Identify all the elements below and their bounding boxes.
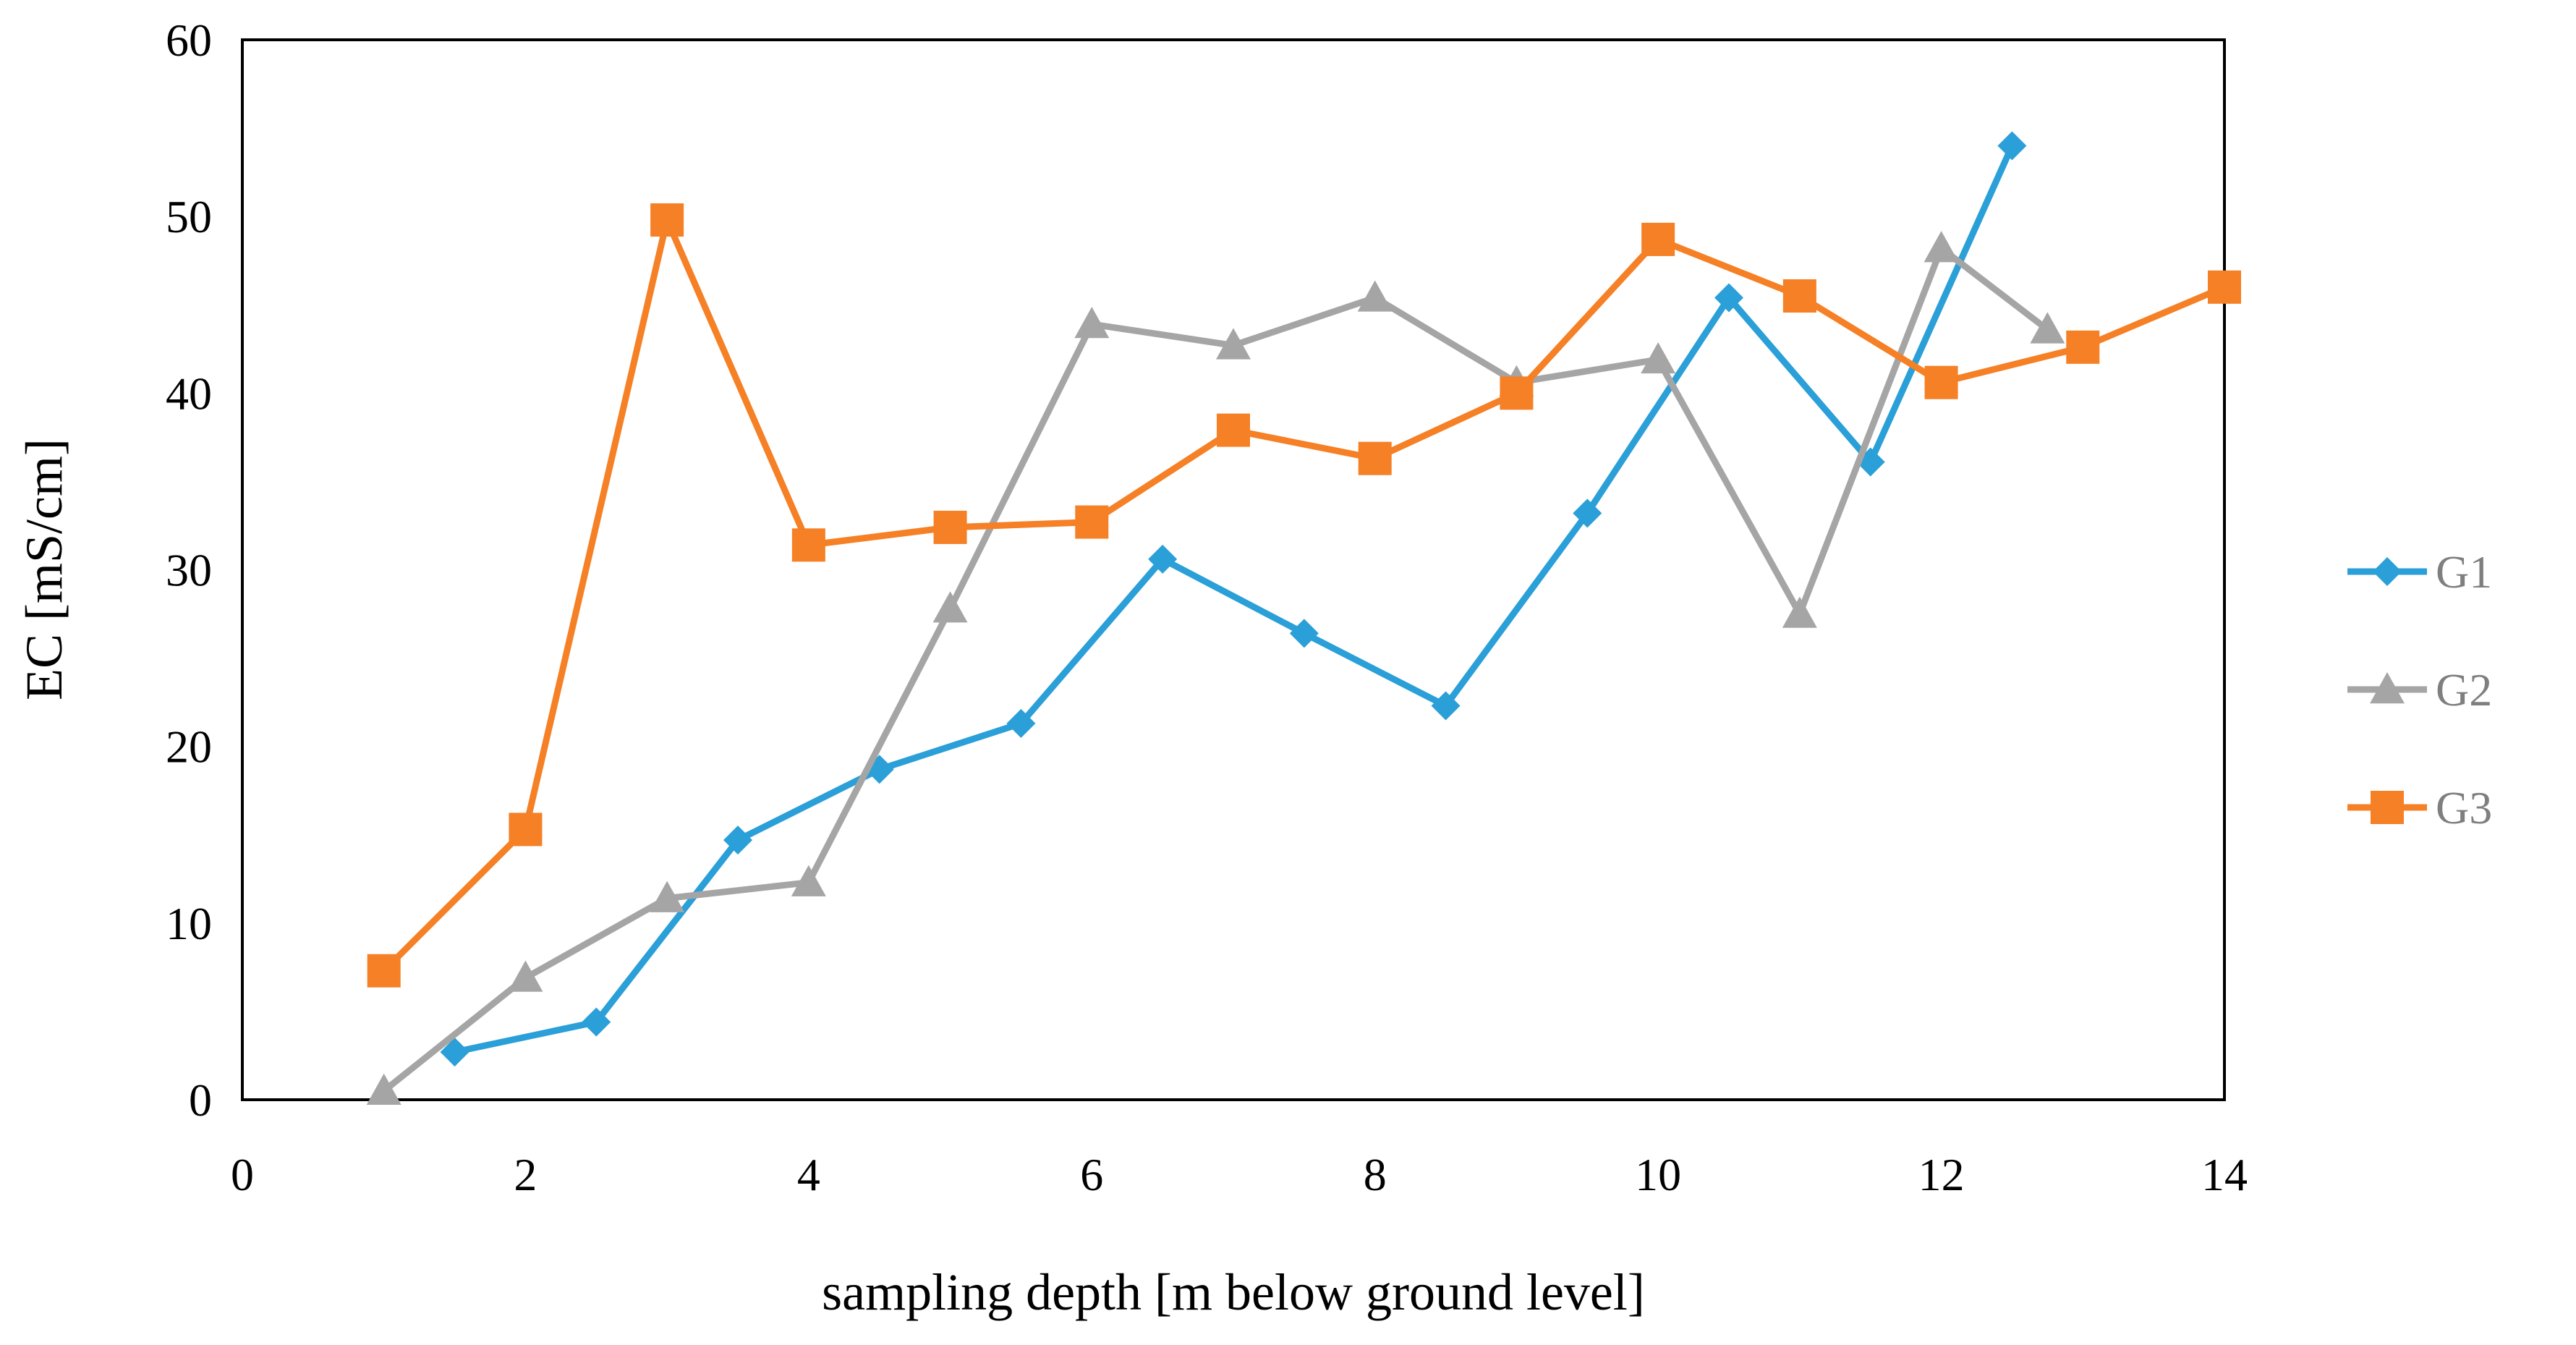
series-g1-line	[451, 143, 2015, 1056]
series-g1-point	[1573, 498, 1602, 528]
series-g1-point	[1289, 619, 1319, 648]
x-tick-label: 12	[1918, 1149, 1965, 1200]
series-g3-point	[1358, 441, 1392, 475]
plot-frame	[241, 38, 2226, 1101]
series-g2-point	[932, 591, 968, 623]
legend-label-g3: G3	[2436, 782, 2492, 833]
series-g3-point	[509, 812, 543, 847]
x-tick-label: 4	[797, 1149, 820, 1200]
series-g2-point	[2030, 312, 2065, 344]
x-tick-label: 0	[231, 1149, 254, 1200]
x-axis-ticks: 0 2 4 6 8 10 12 14	[231, 1149, 2248, 1200]
series-g3-point	[1641, 222, 1675, 256]
legend-label-g2: G2	[2436, 664, 2492, 716]
series-g3-point	[933, 510, 967, 544]
x-tick-label: 8	[1364, 1149, 1387, 1200]
y-axis-title: EC [mS/cm]	[15, 438, 73, 700]
legend-marker-g3	[2371, 791, 2404, 824]
series-g3-point	[2066, 330, 2100, 364]
y-tick-label: 30	[166, 545, 212, 596]
series-g2-point	[1357, 280, 1393, 312]
series-g2-point	[1924, 231, 1959, 263]
series-g3-point	[1075, 505, 1109, 539]
series-g1-point	[1431, 691, 1461, 721]
y-tick-label: 0	[189, 1074, 212, 1126]
series-g1-point	[1006, 708, 1036, 738]
series-g2-point	[1782, 596, 1817, 628]
series-g1-point	[582, 1007, 611, 1037]
x-tick-label: 2	[514, 1149, 537, 1200]
series-g2-point	[650, 881, 685, 912]
legend-item-g3: G3	[2347, 782, 2492, 833]
y-tick-label: 60	[166, 14, 212, 66]
y-tick-label: 50	[166, 191, 212, 242]
legend: G1 G2 G3	[2347, 546, 2492, 833]
legend-item-g1: G1	[2347, 546, 2492, 598]
series-g2-point	[1216, 328, 1251, 360]
series-g2-point	[508, 960, 543, 992]
series-g3-line	[381, 216, 2228, 975]
series-g1-point	[440, 1038, 469, 1067]
legend-marker-g1	[2373, 557, 2402, 586]
y-tick-label: 20	[166, 721, 212, 773]
series-g3-point	[791, 528, 825, 562]
y-tick-label: 10	[166, 898, 212, 949]
series-g1-point	[723, 826, 752, 855]
series-g1-point	[1997, 131, 2027, 161]
plot-area	[241, 38, 2226, 1101]
series-g1-point	[1714, 283, 1743, 313]
legend-item-g2: G2	[2347, 664, 2492, 716]
legend-marker-g2	[2370, 672, 2405, 704]
series-g2-point	[791, 865, 826, 896]
legend-label-g1: G1	[2436, 546, 2492, 598]
x-axis-title: sampling depth [m below ground level]	[822, 1263, 1645, 1321]
series-g3	[367, 203, 2241, 988]
series-g3-point	[650, 203, 684, 237]
series-g3-point	[2208, 270, 2241, 304]
series-g1-point	[1148, 544, 1178, 574]
y-axis-ticks: 0 10 20 30 40 50 60	[166, 14, 212, 1126]
x-tick-label: 10	[1635, 1149, 1681, 1200]
series-g2-point	[1074, 307, 1110, 339]
series-g3-point	[1782, 279, 1816, 313]
series-g3-point	[1217, 413, 1250, 447]
x-tick-label: 14	[2201, 1149, 2248, 1200]
series-g2-point	[366, 1073, 401, 1105]
series-g1	[440, 131, 2027, 1067]
y-tick-label: 40	[166, 368, 212, 419]
series-g3-point	[1924, 365, 1958, 399]
series-g3-point	[1500, 376, 1534, 410]
series-g2-point	[1641, 341, 1676, 374]
x-tick-label: 6	[1080, 1149, 1103, 1200]
series-g3-point	[367, 954, 401, 988]
series-layer	[366, 131, 2241, 1105]
